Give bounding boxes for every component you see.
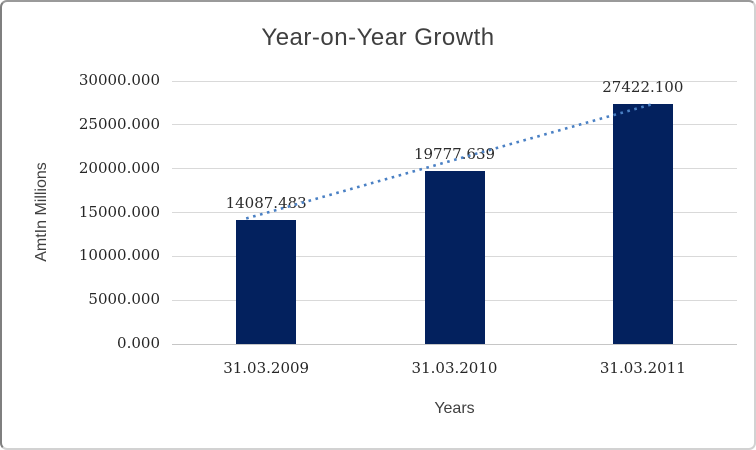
y-tick-label: 25000.000 (78, 114, 160, 133)
bar-value-label: 27422.100 (602, 77, 684, 96)
x-tick-label: 31.03.2009 (223, 359, 310, 377)
x-tick-label: 31.03.2011 (599, 359, 686, 377)
bar-value-label: 19777.639 (413, 144, 496, 163)
bar (236, 220, 297, 344)
y-tick-label: 0.000 (117, 334, 160, 352)
chart-title: Year-on-Year Growth (261, 24, 495, 51)
bar (424, 170, 485, 344)
bar-value-label: 14087.483 (225, 194, 307, 213)
x-axis-line (172, 343, 737, 345)
y-tick-label: 20000.000 (78, 158, 160, 177)
bar (612, 103, 673, 344)
y-tick-label: 5000.000 (88, 290, 160, 309)
x-tick-label: 31.03.2010 (411, 359, 498, 377)
y-tick-label: 10000.000 (78, 246, 160, 265)
y-tick-label: 15000.000 (78, 202, 160, 221)
y-tick-label: 30000.000 (78, 71, 160, 89)
x-axis-title: Years (434, 400, 475, 417)
y-gridline (172, 80, 737, 82)
